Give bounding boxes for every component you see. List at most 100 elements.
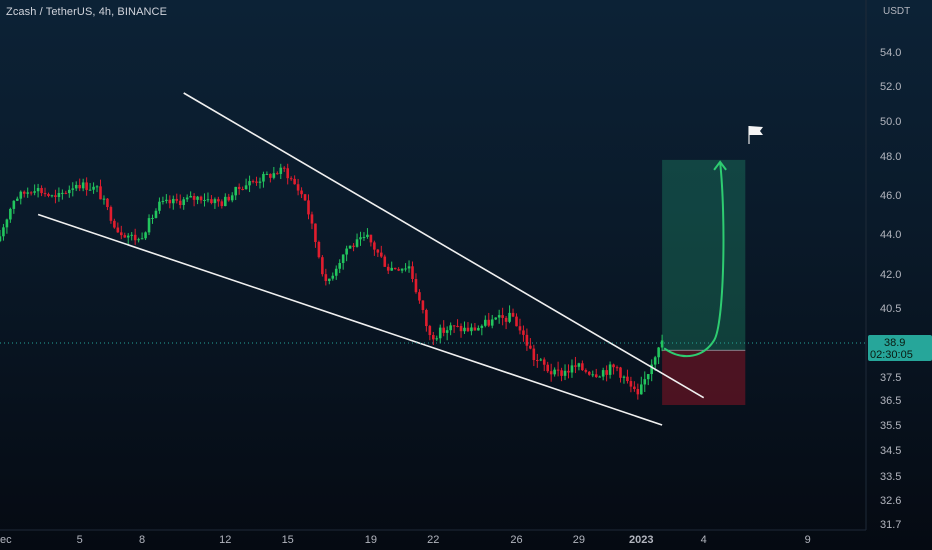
candle-body xyxy=(404,268,407,270)
candle-body xyxy=(133,234,137,241)
candle xyxy=(130,232,133,241)
candle-body xyxy=(71,188,75,190)
candle xyxy=(352,243,355,252)
candle xyxy=(92,182,95,194)
candle xyxy=(463,321,466,335)
candle-body xyxy=(203,199,206,201)
candle xyxy=(251,179,255,184)
candle xyxy=(522,325,525,342)
candle xyxy=(317,240,321,259)
candle xyxy=(601,367,605,381)
y-tick-label: 33.5 xyxy=(880,471,901,483)
candle-body xyxy=(206,199,210,201)
candle xyxy=(341,254,345,270)
candle xyxy=(19,190,23,205)
candle xyxy=(126,233,130,245)
candle-body xyxy=(272,173,276,178)
candle-body xyxy=(106,198,109,208)
candle xyxy=(262,171,265,188)
candle-body xyxy=(178,200,182,206)
candle xyxy=(144,231,147,241)
candle xyxy=(310,211,314,230)
candle-body xyxy=(19,191,23,199)
candle xyxy=(626,369,629,384)
candle xyxy=(612,363,615,375)
candle-body xyxy=(435,338,439,340)
y-tick-label: 32.6 xyxy=(880,495,901,507)
candle xyxy=(397,267,400,272)
target-zone xyxy=(662,159,746,351)
candle-body xyxy=(626,376,629,382)
y-tick-label: 52.0 xyxy=(880,81,901,93)
candle xyxy=(276,171,279,175)
candle xyxy=(26,187,29,198)
candle-body xyxy=(88,189,92,191)
candle-body xyxy=(165,199,168,201)
candle-body xyxy=(473,327,477,331)
candle xyxy=(418,289,421,304)
candle-body xyxy=(185,197,189,200)
candle-body xyxy=(636,389,640,395)
candle-body xyxy=(452,325,456,327)
price-tag-countdown: 02:30:05 xyxy=(870,349,913,361)
candle xyxy=(286,163,289,185)
candle xyxy=(116,222,120,233)
candle-body xyxy=(220,201,224,207)
candle xyxy=(484,315,487,328)
x-tick-label: 8 xyxy=(139,534,145,546)
x-tick-label: 19 xyxy=(365,534,377,546)
candle-body xyxy=(334,268,338,276)
candle xyxy=(442,320,445,337)
candle-body xyxy=(518,326,522,331)
candle xyxy=(608,361,612,379)
candle-body xyxy=(376,249,380,253)
candle xyxy=(36,183,40,198)
candle xyxy=(113,218,116,229)
candle-body xyxy=(189,195,192,198)
candle xyxy=(22,190,26,198)
candle xyxy=(2,223,5,241)
candle-body xyxy=(40,188,43,194)
candle xyxy=(158,197,161,214)
stop-zone xyxy=(662,350,746,405)
candle-body xyxy=(224,196,227,207)
candle-body xyxy=(449,325,452,331)
candle xyxy=(265,171,269,175)
candle xyxy=(508,305,511,324)
y-tick-label: 42.0 xyxy=(880,269,901,281)
candle xyxy=(47,192,50,198)
candle-body xyxy=(2,227,5,237)
candle xyxy=(657,346,660,365)
candle xyxy=(490,314,494,329)
candle xyxy=(487,312,491,328)
candle-body xyxy=(615,367,619,369)
candle xyxy=(307,194,310,220)
candle-body xyxy=(407,266,411,269)
candle xyxy=(445,326,449,341)
candle xyxy=(12,200,16,214)
candle xyxy=(151,214,154,224)
candle xyxy=(0,230,2,243)
candle-body xyxy=(421,300,425,310)
candle xyxy=(525,328,529,351)
candle xyxy=(373,240,376,256)
candle xyxy=(459,323,463,338)
candle-body xyxy=(352,245,355,247)
candle-body xyxy=(123,235,127,238)
candle xyxy=(324,268,328,286)
flag-icon xyxy=(749,126,763,135)
candle xyxy=(217,196,220,207)
candle xyxy=(227,193,231,202)
candle xyxy=(386,263,390,275)
candle xyxy=(192,193,196,207)
candle-body xyxy=(199,196,203,201)
candle xyxy=(220,199,224,209)
candle-body xyxy=(539,359,543,361)
candle-body xyxy=(255,181,258,183)
candle-body xyxy=(445,330,449,333)
candle-body xyxy=(109,207,113,221)
candle xyxy=(542,357,546,372)
candle xyxy=(95,185,99,193)
candle-body xyxy=(26,192,29,194)
